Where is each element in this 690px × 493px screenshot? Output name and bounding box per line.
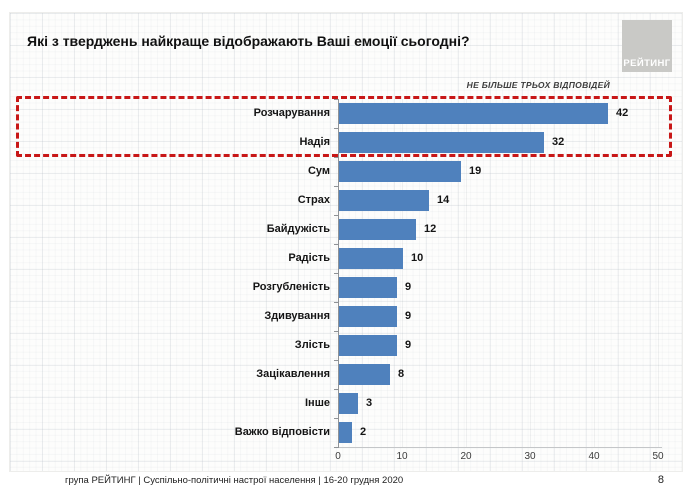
category-axis-tick: [334, 273, 339, 274]
plot-gridline: [466, 99, 467, 447]
plot-gridline: [530, 99, 531, 447]
category-axis-tick: [334, 128, 339, 129]
x-tick-label: 30: [524, 451, 536, 462]
bar: [339, 393, 358, 414]
category-axis-tick: [334, 331, 339, 332]
x-axis-line: [338, 447, 662, 448]
category-label: Страх: [297, 194, 330, 206]
bar: [339, 190, 429, 211]
slide-background: [9, 12, 683, 472]
chart-row: Розгубленість 9: [0, 273, 690, 302]
category-label: Радість: [288, 252, 330, 264]
chart-row: Байдужість 12: [0, 215, 690, 244]
bar: [339, 248, 403, 269]
bar: [339, 277, 397, 298]
chart-row: Злість 9: [0, 331, 690, 360]
bar: [339, 422, 352, 443]
category-label: Розгубленість: [252, 281, 330, 293]
category-label: Інше: [305, 397, 330, 409]
highlight-box: [16, 96, 672, 157]
bar: [339, 306, 397, 327]
chart-row: Розчарування 42: [0, 99, 690, 128]
rating-logo-label: РЕЙТИНГ: [623, 58, 671, 69]
category-label: Злість: [294, 339, 330, 351]
category-axis-tick: [334, 215, 339, 216]
chart-annotation: НЕ БІЛЬШЕ ТРЬОХ ВІДПОВІДЕЙ: [466, 80, 610, 90]
slide-title: Які з тверджень найкраще відображають Ва…: [27, 33, 470, 49]
category-axis-tick: [334, 389, 339, 390]
chart-row: Страх 14: [0, 186, 690, 215]
value-label: 19: [469, 165, 482, 177]
bar: [339, 219, 416, 240]
chart-row: Сум 19: [0, 157, 690, 186]
x-tick-label: 20: [460, 451, 472, 462]
bar: [339, 364, 390, 385]
category-axis-tick: [334, 302, 339, 303]
value-label: 2: [360, 426, 367, 438]
value-label: 9: [405, 339, 412, 351]
category-label: Сум: [307, 165, 330, 177]
bar: [339, 132, 544, 153]
category-axis-tick: [334, 418, 339, 419]
category-axis-tick: [334, 99, 339, 100]
value-label: 14: [437, 194, 450, 206]
value-label: 9: [405, 310, 412, 322]
value-label: 8: [398, 368, 405, 380]
category-axis-tick: [334, 157, 339, 158]
rating-group-logo: РЕЙТИНГ: [622, 20, 672, 72]
value-label: 42: [616, 107, 629, 119]
plot-gridline: [402, 99, 403, 447]
category-label: Важко відповісти: [234, 426, 330, 438]
category-axis-tick: [334, 447, 339, 448]
chart-row: Радість 10: [0, 244, 690, 273]
value-label: 10: [411, 252, 424, 264]
plot-gridline: [594, 99, 595, 447]
category-label: Розчарування: [253, 107, 330, 119]
chart-row: Зацікавлення 8: [0, 360, 690, 389]
bar: [339, 161, 461, 182]
x-tick-label: 40: [588, 451, 600, 462]
chart-row: Інше 3: [0, 389, 690, 418]
plot-gridline: [658, 99, 659, 447]
chart-row: Важко відповісти 2: [0, 418, 690, 447]
footer-source: група РЕЙТИНГ | Суспільно-політичні наст…: [65, 475, 404, 486]
value-label: 3: [366, 397, 373, 409]
bar: [339, 103, 608, 124]
category-axis-tick: [334, 186, 339, 187]
value-label: 9: [405, 281, 412, 293]
x-tick-label: 10: [396, 451, 408, 462]
value-label: 12: [424, 223, 437, 235]
bar: [339, 335, 397, 356]
value-label: 32: [552, 136, 565, 148]
page-number: 8: [657, 474, 664, 486]
x-tick-label: 0: [335, 451, 341, 462]
chart-row: Здивування 9: [0, 302, 690, 331]
category-label: Здивування: [264, 310, 330, 322]
category-axis-tick: [334, 244, 339, 245]
x-tick-label: 50: [652, 451, 664, 462]
category-axis-tick: [334, 360, 339, 361]
category-label: Надія: [299, 136, 330, 148]
category-label: Байдужість: [266, 223, 330, 235]
category-label: Зацікавлення: [256, 368, 330, 380]
chart-row: Надія 32: [0, 128, 690, 157]
